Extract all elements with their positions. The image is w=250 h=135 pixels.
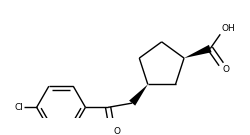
- Text: O: O: [222, 65, 229, 74]
- Polygon shape: [129, 84, 148, 106]
- Polygon shape: [184, 45, 212, 58]
- Text: OH: OH: [221, 24, 235, 33]
- Text: O: O: [113, 127, 120, 135]
- Text: Cl: Cl: [15, 103, 24, 112]
